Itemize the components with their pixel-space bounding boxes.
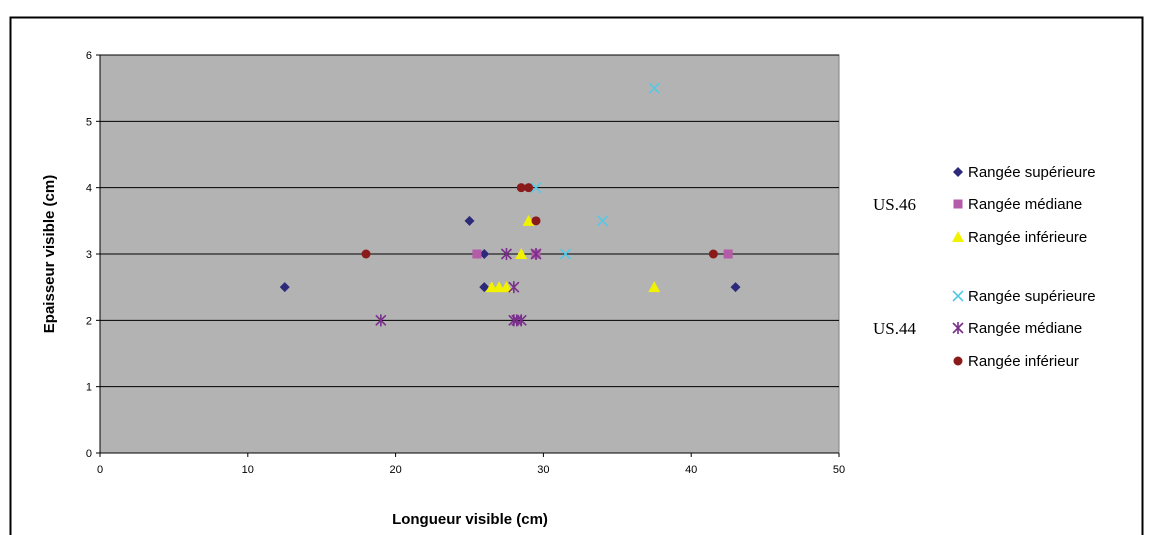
legend-marker-circle [953, 356, 963, 366]
gridlines [100, 54, 839, 388]
chart-border [9, 16, 1144, 535]
data-point-square [472, 249, 482, 259]
legend-marker-diamond [953, 167, 963, 177]
x-tick-label: 40 [685, 464, 697, 476]
legend-label: Rangée médiane [968, 320, 1082, 337]
data-point-star [508, 281, 520, 294]
data-point-triangle [515, 248, 528, 259]
data-point-diamond [479, 249, 490, 259]
legend-group-label: US.44 [873, 319, 916, 338]
legend-marker-triangle [952, 231, 964, 242]
legend-label: Rangée inférieur [968, 353, 1079, 370]
data-point-star [375, 314, 387, 327]
y-axis-title: Epaisseur visible (cm) [41, 175, 58, 333]
y-tick-label: 1 [86, 382, 92, 394]
data-point-circle [361, 249, 371, 259]
data-point-triangle [500, 281, 513, 293]
data-point-star [530, 248, 542, 260]
data-point-circle [531, 216, 541, 226]
data-point-diamond [730, 282, 741, 293]
y-tick-label: 5 [86, 116, 92, 128]
y-tick-label: 4 [86, 183, 92, 195]
data-point-x [560, 248, 572, 260]
data-point-circle [708, 249, 718, 259]
x-tick-label: 20 [389, 464, 401, 476]
legend: Rangée supérieure Rangée médiane Rangée in… [873, 164, 1096, 370]
x-tick-label: 10 [242, 464, 254, 476]
y-tick-label: 6 [86, 50, 92, 62]
x-axis-title: Longueur visible (cm) [392, 511, 548, 528]
data-point-diamond [479, 282, 490, 293]
x-tick-label: 0 [97, 464, 103, 476]
legend-label: Rangée médiane [968, 196, 1082, 213]
data-point-triangle [648, 281, 661, 293]
data-point-x [596, 215, 609, 227]
data-point-square [723, 249, 733, 259]
data-point-circle [524, 183, 534, 193]
legend-marker-x [952, 290, 964, 302]
data-point-star [500, 248, 513, 260]
data-point-star [515, 314, 527, 327]
axes: 0 1 2 3 4 5 6 0 10 20 30 40 50 [86, 50, 845, 476]
y-tick-label: 0 [86, 448, 92, 460]
data-point-diamond [464, 215, 475, 226]
data-point-circle [516, 183, 526, 193]
x-tick-label: 50 [833, 464, 845, 476]
y-tick-label: 3 [86, 249, 92, 261]
legend-label: Rangée inférieure [968, 229, 1087, 246]
x-tick-label: 30 [537, 464, 549, 476]
legend-marker-star [952, 322, 964, 334]
legend-marker-square [953, 199, 963, 209]
legend-label: Rangée supérieure [968, 164, 1096, 181]
data-point-triangle [522, 214, 535, 226]
legend-label: Rangée supérieure [968, 288, 1096, 305]
legend-group-label: US.46 [873, 195, 916, 214]
data-point-x [530, 182, 542, 194]
data-point-x [648, 82, 660, 94]
y-tick-label: 2 [86, 315, 92, 327]
data-points [279, 82, 741, 327]
data-point-diamond [279, 282, 290, 293]
